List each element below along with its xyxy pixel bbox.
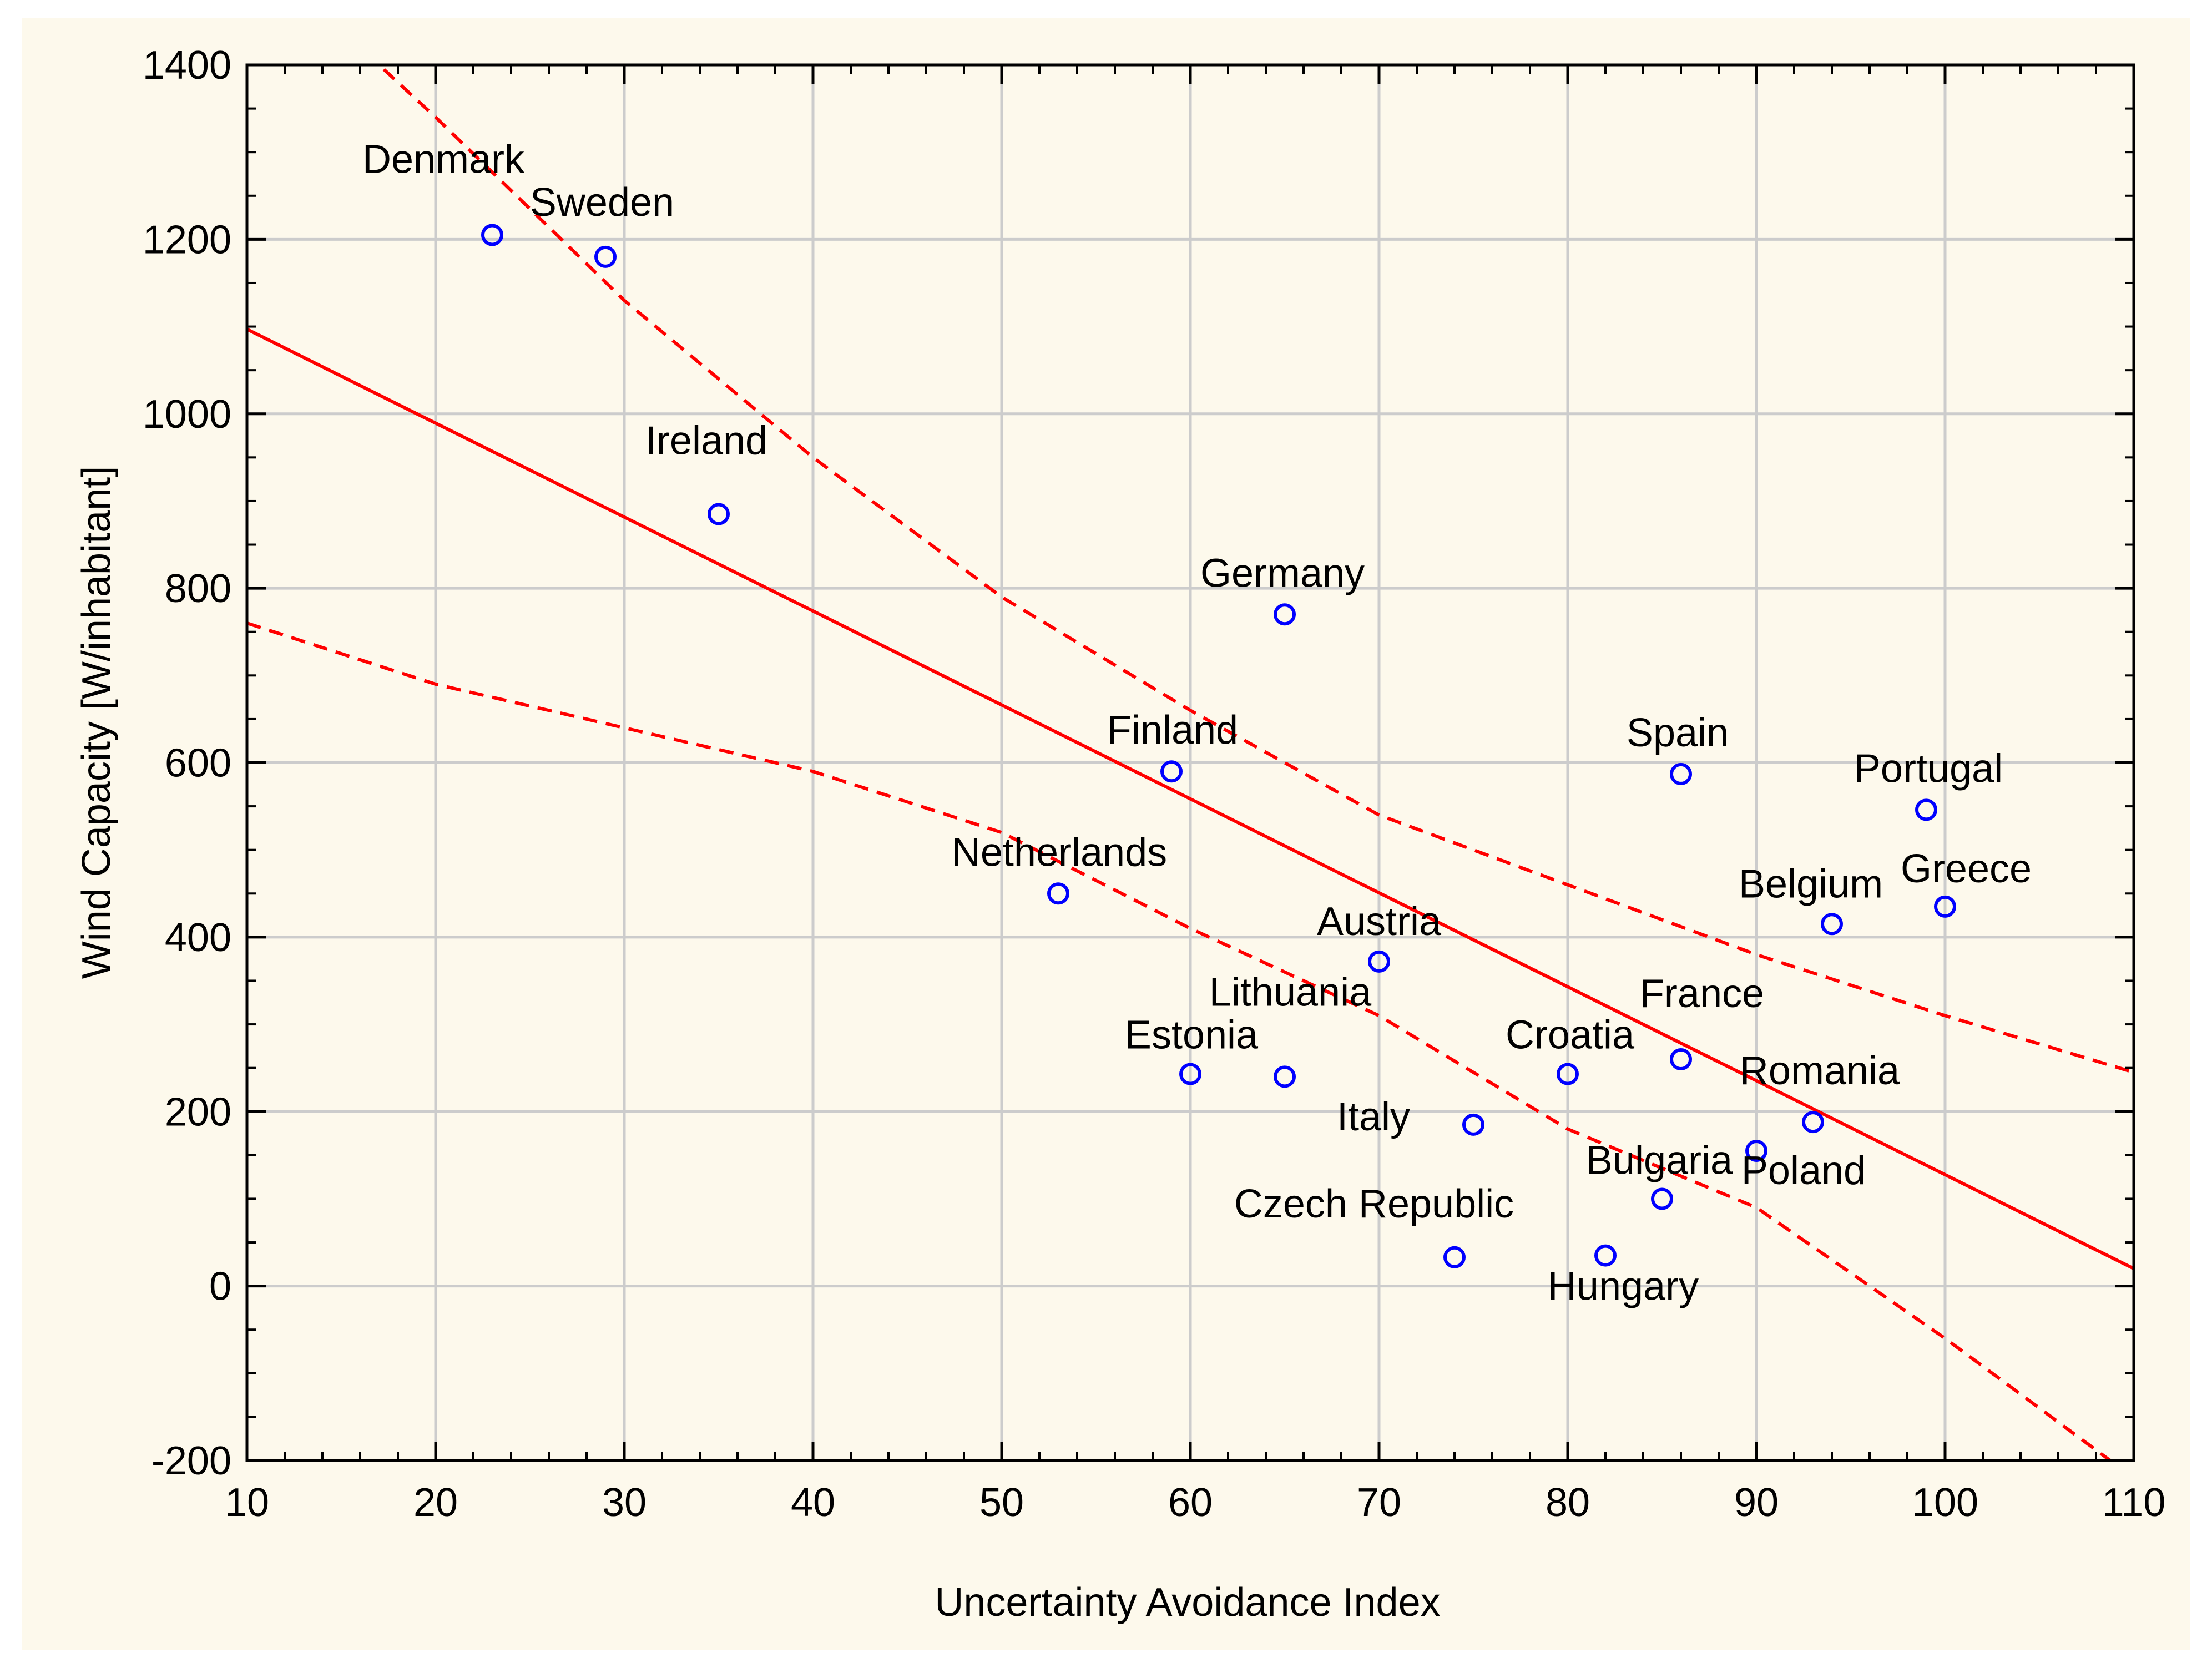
label-finland: Finland (1107, 708, 1238, 752)
y-tick-label: 600 (165, 741, 231, 786)
x-tick-label: 10 (225, 1480, 269, 1525)
y-axis-label: Wind Capacity [W/inhabitant] (74, 466, 119, 979)
point-portugal (1915, 798, 1937, 821)
y-tick-label: 200 (165, 1090, 231, 1134)
y-tick-label: -200 (151, 1439, 231, 1483)
regression (247, 327, 2134, 1270)
label-romania: Romania (1740, 1049, 1900, 1093)
point-netherlands (1047, 882, 1069, 905)
label-lithuania: Lithuania (1209, 970, 1372, 1014)
point-czech-republic (1443, 1246, 1466, 1268)
regression-line (247, 327, 2134, 1270)
point-croatia (1557, 1063, 1579, 1085)
x-tick-label: 80 (1546, 1480, 1590, 1525)
data-points (481, 224, 1956, 1268)
label-spain: Spain (1627, 711, 1729, 755)
label-ireland: Ireland (645, 419, 767, 463)
label-croatia: Croatia (1506, 1013, 1635, 1058)
y-tick-label: 1000 (143, 392, 231, 437)
point-germany (1274, 603, 1296, 626)
confidence-upper (376, 65, 2134, 1074)
y-tick-label: 1200 (143, 218, 231, 262)
grid (245, 63, 2135, 1462)
x-tick-label: 20 (413, 1480, 458, 1525)
point-italy (1462, 1113, 1484, 1136)
point-sweden (594, 245, 617, 268)
x-axis-label: Uncertainty Avoidance Index (935, 1580, 1440, 1625)
x-tick-label: 100 (1912, 1480, 1978, 1525)
label-poland: Poland (1741, 1149, 1866, 1193)
point-france (1670, 1048, 1692, 1070)
axes: 10 20 30 40 50 60 70 80 90 100 110 -200 0 200 400 600 80… (143, 43, 2166, 1525)
y-tick-label: 800 (165, 567, 231, 611)
point-estonia (1179, 1063, 1201, 1085)
y-tick-label: 400 (165, 916, 231, 960)
point-bulgaria (1651, 1187, 1673, 1210)
label-belgium: Belgium (1739, 862, 1883, 906)
x-tick-label: 90 (1734, 1480, 1779, 1525)
label-austria: Austria (1317, 899, 1442, 944)
point-finland (1160, 760, 1183, 783)
point-romania (1802, 1111, 1824, 1134)
y-tick-label: 0 (209, 1265, 231, 1309)
x-tick-label: 110 (2102, 1480, 2166, 1525)
label-hungary: Hungary (1548, 1265, 1699, 1309)
label-denmark: Denmark (362, 138, 525, 182)
chart-frame: Denmark Sweden Ireland Germany Finland Spain P… (22, 18, 2190, 1650)
x-tick-label: 60 (1168, 1480, 1213, 1525)
label-greece: Greece (1901, 847, 2032, 891)
label-italy: Italy (1337, 1095, 1410, 1139)
x-tick-label: 30 (602, 1480, 647, 1525)
point-denmark (481, 224, 503, 246)
point-lithuania (1274, 1065, 1296, 1088)
point-poland (1745, 1139, 1767, 1162)
x-tick-label: 70 (1357, 1480, 1401, 1525)
point-hungary (1594, 1244, 1617, 1267)
label-portugal: Portugal (1854, 746, 2003, 791)
point-belgium (1821, 913, 1843, 936)
point-greece (1934, 895, 1956, 918)
label-sweden: Sweden (530, 180, 674, 225)
label-czech-republic: Czech Republic (1234, 1182, 1514, 1226)
point-ireland (708, 503, 730, 525)
label-estonia: Estonia (1125, 1013, 1259, 1058)
point-spain (1670, 762, 1692, 785)
label-germany: Germany (1200, 551, 1365, 595)
x-tick-label: 40 (791, 1480, 835, 1525)
label-netherlands: Netherlands (952, 830, 1167, 875)
y-tick-label: 1400 (143, 43, 231, 88)
confidence-lower (247, 621, 2113, 1460)
label-france: France (1640, 972, 1764, 1016)
confidence-band (247, 65, 2134, 1460)
point-austria (1368, 950, 1390, 973)
x-tick-label: 50 (979, 1480, 1024, 1525)
label-bulgaria: Bulgaria (1586, 1138, 1733, 1182)
